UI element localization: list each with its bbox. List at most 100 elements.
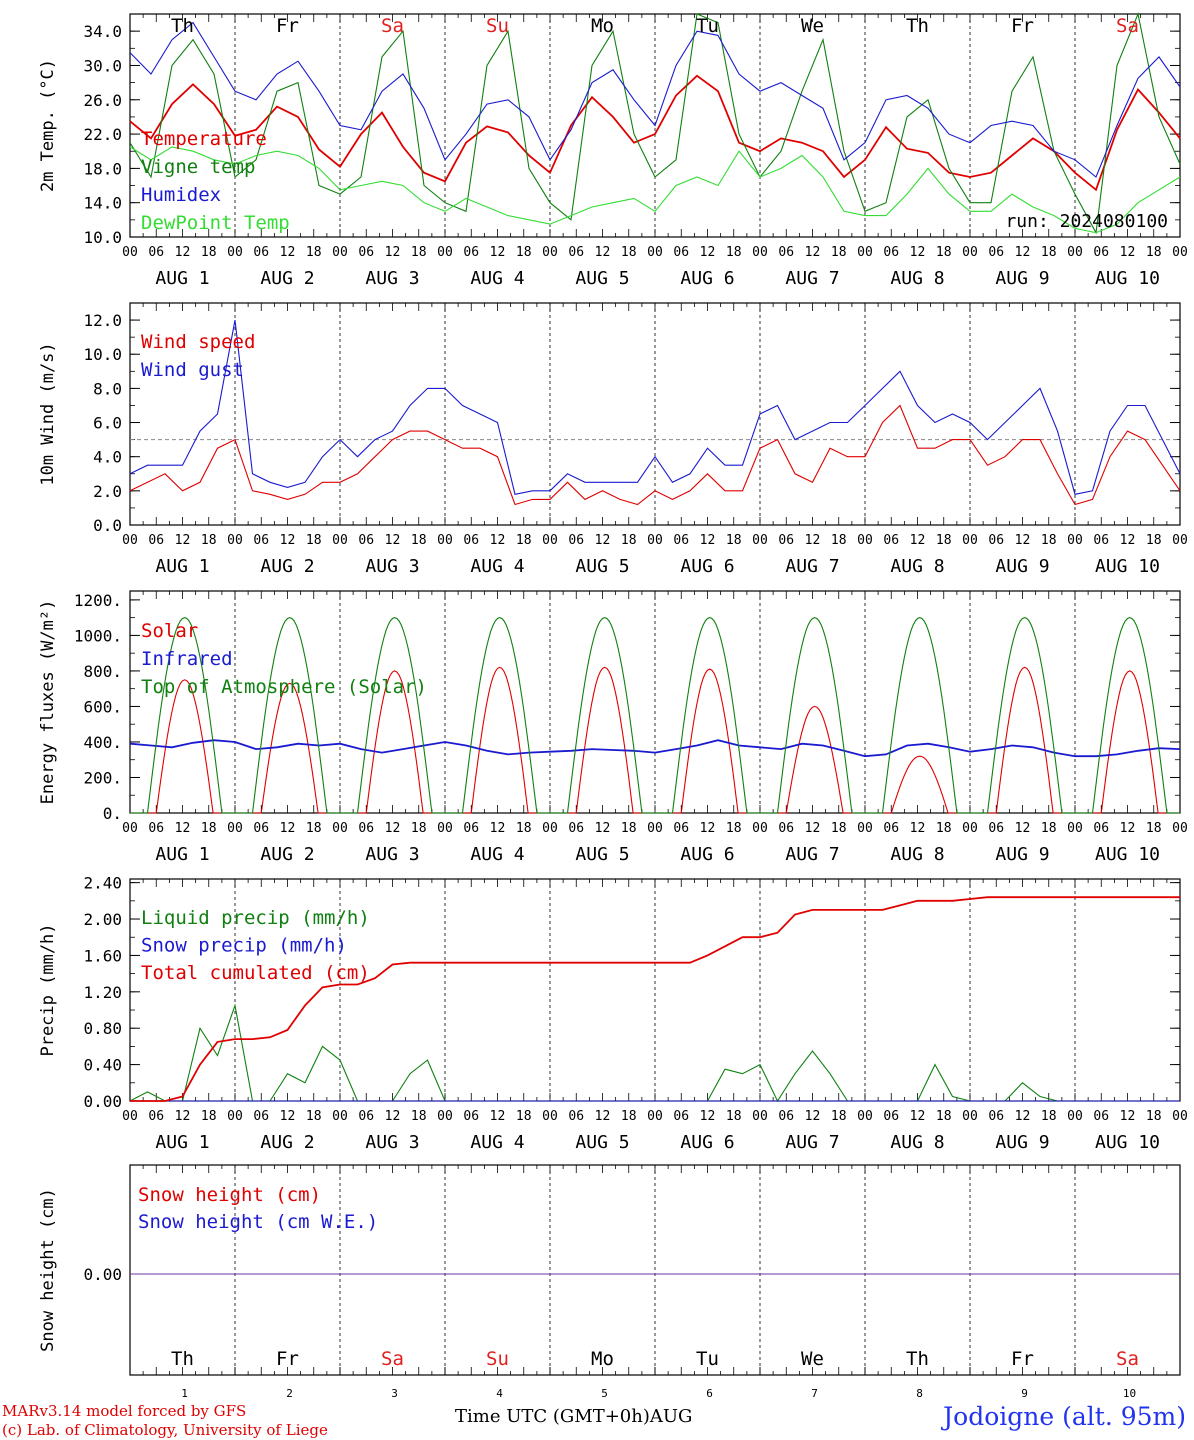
x-hour-label: 06: [988, 533, 1004, 548]
x-hour-label: 00: [122, 533, 138, 548]
x-hour-label: 06: [1093, 245, 1109, 260]
x-hour-label: 12: [280, 821, 296, 836]
day-number-label: 1: [181, 1387, 188, 1400]
x-hour-label: 06: [883, 245, 899, 260]
x-date-label: AUG 5: [575, 844, 629, 865]
x-hour-label: 00: [122, 1109, 138, 1124]
x-date-label: AUG 2: [260, 556, 314, 577]
y-tick-label: 30.0: [83, 56, 122, 75]
x-hour-label: 18: [201, 821, 217, 836]
weekday-label: Fr: [1011, 1348, 1034, 1370]
y-tick-label: 10.0: [83, 228, 122, 247]
y-tick-label: 0.0: [93, 516, 122, 535]
y-tick-label: 0.40: [83, 1056, 122, 1075]
x-hour-label: 12: [595, 821, 611, 836]
y-tick-label: 0.00: [83, 1265, 122, 1284]
x-hour-label: 18: [516, 245, 532, 260]
x-hour-label: 06: [253, 533, 269, 548]
x-date-label: AUG 10: [1095, 844, 1160, 865]
x-hour-label: 18: [1146, 245, 1162, 260]
x-hour-label: 00: [857, 1109, 873, 1124]
x-hour-label: 18: [411, 1109, 427, 1124]
x-hour-label: 12: [175, 245, 191, 260]
series-line: [129, 21, 1181, 178]
x-hour-label: 06: [358, 245, 374, 260]
x-hour-label: 00: [962, 245, 978, 260]
legend-entry: Liquid precip (mm/h): [141, 907, 370, 929]
x-hour-label: 18: [726, 245, 742, 260]
weekday-label: Su: [486, 15, 509, 37]
y-tick-label: 10.0: [83, 345, 122, 364]
x-hour-label: 18: [411, 245, 427, 260]
weekday-label: Th: [906, 15, 929, 37]
x-date-label: AUG 8: [890, 268, 944, 289]
x-date-label: AUG 1: [155, 1132, 209, 1153]
x-hour-label: 06: [148, 533, 164, 548]
x-date-label: AUG 1: [155, 844, 209, 865]
x-hour-label: 00: [857, 821, 873, 836]
x-hour-label: 06: [673, 533, 689, 548]
panel-5: [129, 1164, 1181, 1376]
x-hour-label: 06: [253, 245, 269, 260]
x-hour-label: 12: [700, 245, 716, 260]
x-hour-label: 12: [805, 821, 821, 836]
weekday-label: Mo: [591, 1348, 614, 1370]
x-hour-label: 12: [175, 1109, 191, 1124]
x-hour-label: 18: [621, 533, 637, 548]
weekday-label: Su: [486, 1348, 509, 1370]
weekday-label: Fr: [276, 15, 299, 37]
x-hour-label: 12: [1015, 1109, 1031, 1124]
credit-label: (c) Lab. of Climatology, University of L…: [2, 1421, 328, 1439]
series-line: [129, 404, 1181, 506]
x-hour-label: 06: [148, 821, 164, 836]
x-date-label: AUG 4: [470, 268, 524, 289]
x-date-label: AUG 7: [785, 268, 839, 289]
x-hour-label: 06: [988, 1109, 1004, 1124]
x-hour-label: 00: [1172, 533, 1188, 548]
x-hour-label: 12: [1015, 533, 1031, 548]
x-hour-label: 00: [437, 821, 453, 836]
x-hour-label: 18: [1041, 1109, 1057, 1124]
y-tick-label: 18.0: [83, 159, 122, 178]
x-date-label: AUG 9: [995, 1132, 1049, 1153]
weekday-label: We: [801, 1348, 824, 1370]
y-tick-label: 4.0: [93, 448, 122, 467]
run-label: run: 2024080100: [1005, 211, 1168, 232]
x-hour-label: 18: [831, 245, 847, 260]
x-date-label: AUG 3: [365, 268, 419, 289]
x-date-label: AUG 8: [890, 556, 944, 577]
y-tick-label: 1.20: [83, 983, 122, 1002]
x-date-label: AUG 10: [1095, 268, 1160, 289]
x-hour-label: 12: [910, 1109, 926, 1124]
x-date-label: AUG 4: [470, 1132, 524, 1153]
x-hour-label: 06: [778, 821, 794, 836]
x-date-label: AUG 5: [575, 1132, 629, 1153]
x-date-label: AUG 6: [680, 268, 734, 289]
x-hour-label: 12: [910, 821, 926, 836]
weekday-label: Sa: [381, 15, 404, 37]
x-hour-label: 00: [1172, 1109, 1188, 1124]
y-axis-label: Energy fluxes (W/m²): [38, 600, 58, 805]
model-label: MARv3.14 model forced by GFS: [2, 1402, 247, 1420]
x-hour-label: 18: [516, 821, 532, 836]
legend-entry: Solar: [141, 620, 198, 642]
legend-entry: Temperature: [141, 128, 267, 150]
x-hour-label: 06: [988, 245, 1004, 260]
x-hour-label: 00: [437, 245, 453, 260]
day-number-label: 5: [601, 1387, 608, 1400]
x-hour-label: 18: [936, 245, 952, 260]
legend-entry: Snow height (cm W.E.): [138, 1211, 378, 1233]
day-number-label: 2: [286, 1387, 293, 1400]
weekday-label: We: [801, 15, 824, 37]
x-hour-label: 18: [516, 533, 532, 548]
x-hour-label: 00: [1172, 245, 1188, 260]
y-tick-label: 400.: [83, 733, 122, 752]
weekday-label: Mo: [591, 15, 614, 37]
x-hour-label: 18: [306, 533, 322, 548]
day-number-label: 6: [706, 1387, 713, 1400]
x-hour-label: 00: [332, 533, 348, 548]
x-hour-label: 18: [1041, 821, 1057, 836]
x-hour-label: 18: [936, 533, 952, 548]
x-hour-label: 18: [201, 533, 217, 548]
time-axis-label: Time UTC (GMT+0h)AUG: [455, 1406, 692, 1427]
